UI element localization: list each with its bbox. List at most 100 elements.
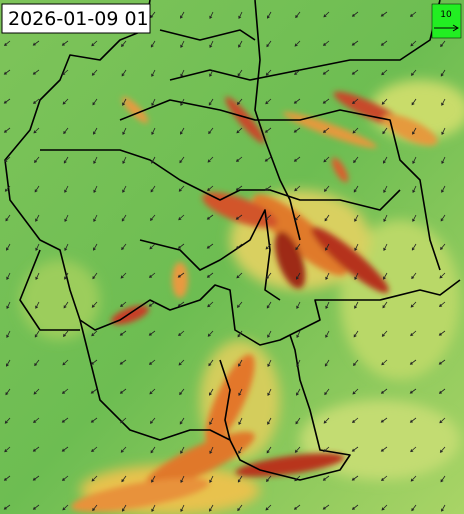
- wind-arrow: [206, 214, 214, 220]
- wind-arrow: [34, 330, 40, 338]
- wind-arrow: [409, 417, 417, 423]
- wind-arrow: [150, 40, 156, 48]
- wind-arrow: [34, 156, 40, 163]
- wind-arrow: [121, 69, 127, 77]
- wind-arrow: [235, 156, 243, 162]
- wind-arrow: [267, 388, 272, 397]
- wind-arrow: [293, 98, 301, 104]
- wind-arrow: [63, 301, 69, 309]
- wind-arrow: [177, 272, 185, 278]
- wind-arrow: [6, 301, 11, 310]
- wind-arrow: [351, 40, 359, 46]
- wind-arrow: [209, 69, 214, 77]
- wind-arrow: [180, 98, 185, 106]
- wind-arrow: [265, 504, 272, 511]
- wind-arrow: [267, 417, 272, 425]
- wind-arrow: [440, 243, 446, 250]
- wind-arrow: [235, 214, 243, 220]
- wind-arrow: [441, 127, 446, 136]
- wind-arrow: [325, 301, 330, 310]
- wind-arrow: [61, 475, 69, 481]
- wind-arrow: [323, 446, 330, 453]
- wind-arrow: [122, 127, 127, 136]
- wind-arrow: [209, 417, 214, 425]
- wind-arrow: [410, 475, 417, 482]
- wind-arrow: [266, 475, 272, 482]
- wind-arrow: [178, 330, 185, 337]
- wind-arrow: [325, 330, 330, 338]
- timestamp-box: [1, 3, 151, 34]
- wind-arrow: [238, 388, 243, 396]
- wind-arrow: [178, 359, 185, 366]
- wind-arrow: [412, 185, 417, 194]
- wind-arrow: [351, 417, 359, 423]
- wind-arrow: [324, 388, 330, 396]
- wind-arrow: [296, 388, 301, 396]
- wind-arrow: [206, 243, 214, 249]
- wind-arrow: [296, 301, 301, 309]
- wind-arrow: [293, 156, 301, 162]
- wind-arrow: [267, 11, 272, 19]
- wind-arrow: [237, 330, 243, 338]
- wind-arrow: [62, 504, 69, 511]
- wind-arrow: [120, 417, 127, 424]
- wind-arrow: [207, 156, 214, 163]
- wind-arrow: [441, 185, 446, 193]
- wind-arrow: [61, 417, 69, 423]
- wind-arrow: [322, 98, 330, 104]
- wind-arrow: [322, 475, 330, 481]
- wind-arrow: [409, 388, 417, 394]
- wind-arrow: [264, 185, 272, 191]
- wind-arrow: [410, 301, 417, 308]
- wind-arrow: [150, 185, 156, 193]
- wind-arrow: [238, 417, 243, 426]
- wind-arrow: [323, 11, 330, 18]
- wind-arrow: [265, 243, 272, 250]
- wind-arrow: [178, 214, 185, 221]
- wind-arrow: [180, 127, 185, 135]
- wind-arrow: [5, 388, 11, 396]
- wind-arrow: [322, 69, 330, 75]
- wind-arrow: [381, 330, 388, 337]
- wind-arrow: [93, 214, 98, 222]
- wind-arrow: [352, 127, 359, 134]
- wind-arrow: [237, 69, 243, 77]
- wind-arrow: [380, 446, 388, 452]
- wind-arrow: [90, 359, 98, 365]
- region-borders: [4, 0, 461, 481]
- wind-arrow: [35, 272, 40, 281]
- wind-arrow: [236, 272, 243, 279]
- wind-arrow: [441, 504, 446, 512]
- wind-arrow: [410, 446, 417, 453]
- wind-arrow: [412, 127, 417, 135]
- wind-arrow: [381, 475, 388, 481]
- wind-arrow: [5, 214, 11, 222]
- wind-arrow: [33, 417, 40, 424]
- wind-arrow: [294, 214, 301, 221]
- wind-arrow: [180, 69, 185, 78]
- wind-arrow: [121, 243, 127, 251]
- wind-arrow: [383, 214, 388, 223]
- wind-arrow: [62, 330, 69, 337]
- wind-arrow: [4, 185, 11, 192]
- wind-arrow: [209, 504, 214, 512]
- wind-arrow: [351, 446, 359, 452]
- wind-arrow: [296, 359, 301, 367]
- wind-arrow: [32, 98, 40, 104]
- wind-arrow: [61, 446, 69, 452]
- wind-arrow: [351, 475, 359, 481]
- wind-arrow: [148, 359, 156, 365]
- wind-arrow: [438, 330, 446, 336]
- wind-arrow: [64, 214, 69, 223]
- wind-arrow: [323, 185, 330, 192]
- wind-arrow: [151, 127, 156, 135]
- wind-arrow: [93, 243, 98, 251]
- wind-arrow: [354, 243, 359, 252]
- wind-arrow: [438, 359, 446, 365]
- wind-arrow: [63, 156, 69, 164]
- wind-arrow: [148, 330, 156, 336]
- wind-arrow: [32, 504, 40, 510]
- wind-arrow: [412, 156, 417, 164]
